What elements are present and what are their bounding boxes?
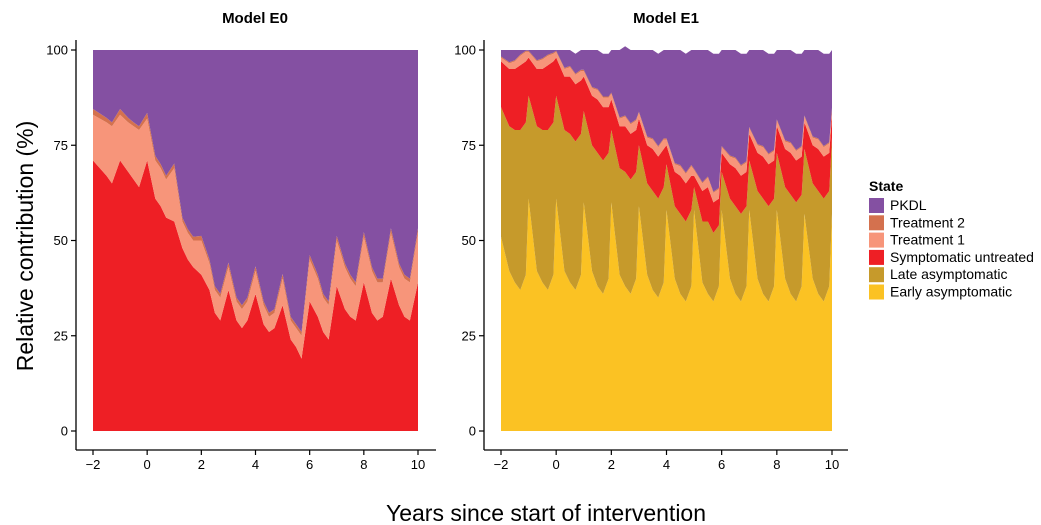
legend-swatch-treatment-1	[869, 232, 884, 248]
x-axis: −2 0 2 4 6 8 10	[76, 449, 436, 472]
y-tick-label: 50	[462, 233, 476, 248]
x-tick-label: 6	[306, 457, 313, 472]
panel-title: Model E0	[222, 10, 288, 27]
y-tick-label: 100	[454, 43, 476, 58]
area-layers	[93, 50, 418, 432]
x-tick-label: −2	[494, 457, 509, 472]
y-tick-label: 100	[46, 43, 68, 58]
x-axis: −2 0 2 4 6 8 10	[484, 449, 848, 472]
legend-swatch-early-asymptomatic	[869, 284, 884, 300]
x-tick-label: 6	[718, 457, 725, 472]
y-tick-label: 25	[54, 328, 68, 343]
y-axis: 0 25 50 75 100	[46, 40, 77, 450]
area-symptomatic-untreated	[93, 160, 418, 432]
area-treatment-1	[93, 114, 418, 359]
legend-swatch-treatment-2	[869, 215, 884, 231]
y-tick-label: 0	[61, 424, 68, 439]
panel-model-e0: Model E0 0 25 50 75 100 −2 0 2 4 6 8 10	[46, 10, 436, 472]
legend-swatch-late-asymptomatic	[869, 267, 884, 283]
x-axis-title: Years since start of intervention	[386, 500, 706, 525]
legend-label-symptomatic-untreated: Symptomatic untreated	[890, 249, 1034, 265]
legend-label-pkdl: PKDL	[890, 197, 927, 213]
y-tick-label: 75	[462, 138, 476, 153]
x-tick-label: 0	[144, 457, 151, 472]
x-tick-label: −2	[86, 457, 101, 472]
panel-model-e1: Model E1 0 25 50 75 100 −2 0 2 4 6 8 10	[454, 10, 848, 472]
area-pkdl	[93, 50, 418, 332]
legend-swatch-pkdl	[869, 198, 884, 213]
panel-title: Model E1	[633, 10, 699, 27]
x-tick-label: 8	[773, 457, 780, 472]
y-tick-label: 0	[469, 424, 476, 439]
x-tick-label: 2	[608, 457, 615, 472]
y-tick-label: 75	[54, 138, 68, 153]
x-tick-label: 4	[252, 457, 259, 472]
legend-label-early-asymptomatic: Early asymptomatic	[890, 284, 1012, 300]
legend-label-treatment-1: Treatment 1	[890, 232, 965, 248]
x-tick-label: 10	[825, 457, 839, 472]
x-tick-label: 4	[663, 457, 670, 472]
x-tick-label: 2	[198, 457, 205, 472]
y-axis: 0 25 50 75 100	[454, 40, 485, 450]
area-late-asymptomatic	[501, 95, 832, 302]
area-pkdl	[501, 46, 832, 192]
legend-label-late-asymptomatic: Late asymptomatic	[890, 266, 1008, 282]
y-axis-title: Relative contribution (%)	[12, 121, 38, 372]
legend-label-treatment-2: Treatment 2	[890, 214, 965, 230]
area-early-asymptomatic	[501, 198, 832, 431]
y-tick-label: 50	[54, 233, 68, 248]
y-tick-label: 25	[462, 328, 476, 343]
x-tick-label: 10	[411, 457, 425, 472]
x-tick-label: 8	[360, 457, 367, 472]
legend-swatch-symptomatic-untreated	[869, 249, 884, 265]
legend-title: State	[869, 178, 903, 194]
x-tick-label: 0	[553, 457, 560, 472]
area-treatment-2	[93, 109, 418, 336]
area-layers	[501, 46, 832, 431]
